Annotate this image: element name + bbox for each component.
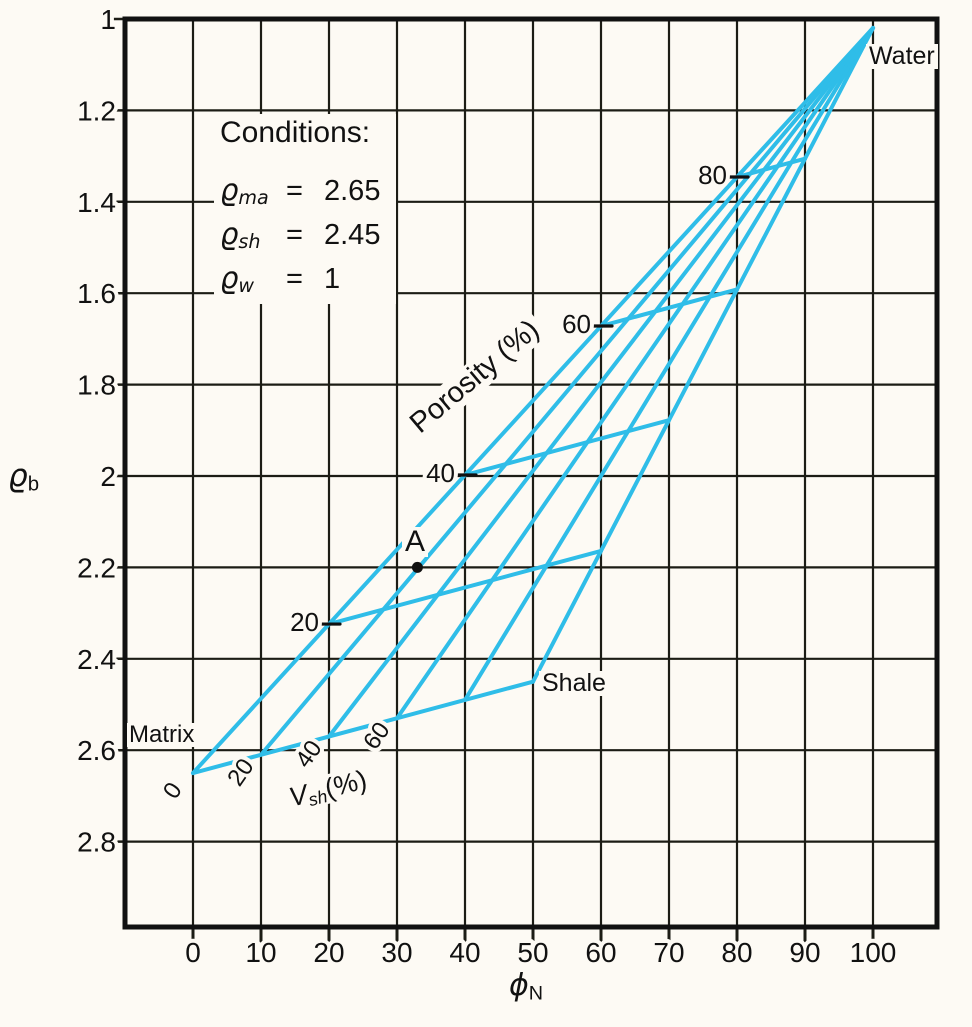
x-tick-label: 80 bbox=[721, 937, 752, 968]
conditions-box: Conditions: ϱma = 2.65 ϱsh = 2.45 ϱw = 1 bbox=[214, 114, 397, 304]
vsh-tick-label: 20 bbox=[222, 754, 259, 791]
y-tick-label: 2.6 bbox=[77, 735, 116, 766]
x-tick-label: 90 bbox=[789, 937, 820, 968]
shale-point-label: Shale bbox=[539, 671, 609, 696]
porosity-tick-label: 60 bbox=[562, 309, 591, 339]
y-tick-label: 1.6 bbox=[77, 278, 116, 309]
porosity-line-60 bbox=[599, 287, 739, 329]
vsh-tick-label: 60 bbox=[358, 717, 395, 754]
x-tick-label: 30 bbox=[381, 937, 412, 968]
vsh-line-20 bbox=[259, 26, 875, 757]
conditions-title: Conditions: bbox=[220, 116, 371, 149]
x-tick-label: 60 bbox=[585, 937, 616, 968]
vsh-line-40 bbox=[327, 26, 875, 739]
x-axis-title: ϕN bbox=[509, 968, 544, 1005]
vsh-line-60 bbox=[395, 26, 875, 721]
y-tick-label: 1.4 bbox=[77, 187, 116, 218]
porosity-line-40 bbox=[463, 418, 671, 478]
rho-w-value: 1 bbox=[324, 263, 341, 295]
x-tick-label: 0 bbox=[185, 937, 201, 968]
matrix-point-label: Matrix bbox=[127, 721, 197, 748]
y-tick-label: 1 bbox=[100, 4, 116, 35]
water-point-label: Water bbox=[866, 44, 938, 69]
x-tick-label: 40 bbox=[449, 937, 480, 968]
x-tick-label: 70 bbox=[653, 937, 684, 968]
y-tick-label: 1.2 bbox=[77, 95, 116, 126]
y-tick-label: 2.4 bbox=[77, 644, 116, 675]
rho-sh-symbol: ϱsh bbox=[220, 217, 261, 254]
porosity-line-80 bbox=[735, 156, 807, 180]
point-a-dot bbox=[411, 561, 423, 573]
point-a-label: A bbox=[402, 527, 429, 557]
rho-w-symbol: ϱw bbox=[220, 261, 255, 298]
vsh-line-0 bbox=[191, 26, 875, 776]
equals-sign: = bbox=[286, 175, 303, 207]
condition-row-rho-w: ϱw = 1 bbox=[220, 261, 380, 298]
x-tick-label: 10 bbox=[245, 937, 276, 968]
y-tick-label: 2.2 bbox=[77, 552, 116, 583]
vsh-line-80 bbox=[463, 26, 875, 702]
porosity-tick-label: 80 bbox=[698, 160, 727, 190]
x-tick-label: 100 bbox=[850, 937, 897, 968]
x-tick-label: 20 bbox=[313, 937, 344, 968]
matrix-shale-line bbox=[191, 679, 535, 776]
porosity-line-20 bbox=[327, 548, 603, 627]
y-tick-label: 2.8 bbox=[77, 827, 116, 858]
plot-border bbox=[122, 16, 940, 930]
condition-row-rho-ma: ϱma = 2.65 bbox=[220, 173, 381, 210]
vsh-tick-label: 0 bbox=[158, 778, 188, 804]
porosity-tick-label: 20 bbox=[290, 607, 319, 637]
x-tick-label: 50 bbox=[517, 937, 548, 968]
equals-sign: = bbox=[286, 219, 303, 251]
y-axis-title: ϱb bbox=[8, 458, 40, 496]
rho-ma-symbol: ϱma bbox=[220, 173, 269, 210]
equals-sign: = bbox=[286, 263, 303, 295]
rho-ma-value: 2.65 bbox=[324, 175, 381, 207]
y-tick-label: 1.8 bbox=[77, 370, 116, 401]
y-tick-label: 2 bbox=[100, 461, 116, 492]
condition-row-rho-sh: ϱsh = 2.45 bbox=[220, 217, 381, 254]
rho-sh-value: 2.45 bbox=[324, 219, 381, 251]
porosity-tick-label: 40 bbox=[426, 458, 455, 488]
vsh-line-100 bbox=[531, 26, 875, 684]
vsh-tick-label: 40 bbox=[290, 736, 327, 773]
